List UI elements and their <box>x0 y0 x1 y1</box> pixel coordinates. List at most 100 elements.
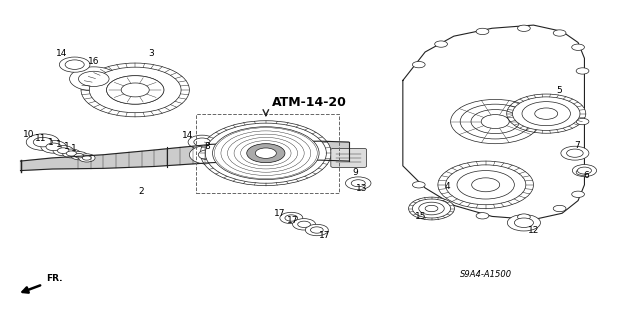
Text: 9: 9 <box>352 168 358 177</box>
Circle shape <box>566 149 583 157</box>
Circle shape <box>351 180 365 187</box>
Circle shape <box>535 108 557 119</box>
Circle shape <box>255 148 276 159</box>
Circle shape <box>561 146 589 160</box>
Circle shape <box>412 62 425 68</box>
Circle shape <box>53 145 74 156</box>
Circle shape <box>572 165 596 177</box>
Circle shape <box>292 219 316 230</box>
Circle shape <box>553 30 566 36</box>
Circle shape <box>70 67 118 91</box>
Circle shape <box>200 121 332 186</box>
Text: 13: 13 <box>356 184 367 193</box>
Circle shape <box>522 102 570 126</box>
Circle shape <box>472 178 500 192</box>
Circle shape <box>121 83 149 97</box>
Circle shape <box>476 213 489 219</box>
Circle shape <box>79 154 95 162</box>
Circle shape <box>58 148 69 153</box>
Text: 1: 1 <box>56 140 61 149</box>
Text: 3: 3 <box>148 49 154 58</box>
Circle shape <box>408 197 454 220</box>
Circle shape <box>194 138 211 146</box>
Circle shape <box>198 150 219 160</box>
Text: 15: 15 <box>415 212 426 221</box>
Text: 6: 6 <box>584 171 589 180</box>
Circle shape <box>419 202 444 215</box>
Circle shape <box>412 182 425 188</box>
Circle shape <box>79 71 109 86</box>
Circle shape <box>576 118 589 125</box>
Text: 4: 4 <box>445 182 451 191</box>
Text: 10: 10 <box>23 130 35 139</box>
Circle shape <box>457 171 515 199</box>
Circle shape <box>435 201 447 207</box>
Text: 16: 16 <box>88 57 100 66</box>
Circle shape <box>81 63 189 117</box>
Circle shape <box>106 76 164 104</box>
Text: 17: 17 <box>274 209 285 219</box>
Circle shape <box>26 134 60 150</box>
Circle shape <box>280 212 303 224</box>
Circle shape <box>310 227 323 233</box>
Circle shape <box>553 205 566 212</box>
Text: 14: 14 <box>182 131 194 140</box>
Circle shape <box>285 215 298 221</box>
Circle shape <box>305 224 328 236</box>
Circle shape <box>577 167 591 174</box>
Text: 5: 5 <box>556 86 562 95</box>
Text: 2: 2 <box>139 187 145 196</box>
Circle shape <box>188 135 216 149</box>
Circle shape <box>189 145 228 164</box>
Circle shape <box>513 97 580 130</box>
Text: 1: 1 <box>63 142 69 151</box>
Text: 11: 11 <box>35 134 47 144</box>
Circle shape <box>60 57 90 72</box>
Circle shape <box>346 177 371 189</box>
Circle shape <box>508 214 540 231</box>
Text: 1: 1 <box>48 137 54 147</box>
Circle shape <box>572 44 584 50</box>
Circle shape <box>576 68 589 74</box>
Circle shape <box>65 60 84 69</box>
Circle shape <box>515 218 534 227</box>
Polygon shape <box>20 141 349 171</box>
Circle shape <box>518 214 531 220</box>
Circle shape <box>33 137 52 147</box>
Text: 12: 12 <box>528 226 539 235</box>
Circle shape <box>246 144 285 163</box>
Circle shape <box>425 205 438 212</box>
Circle shape <box>46 143 61 151</box>
Text: 1: 1 <box>71 144 77 153</box>
Circle shape <box>205 123 326 183</box>
Text: 7: 7 <box>574 141 580 150</box>
Circle shape <box>75 153 84 158</box>
Text: FR.: FR. <box>46 274 63 283</box>
Circle shape <box>63 149 81 158</box>
Circle shape <box>212 127 319 180</box>
Circle shape <box>476 28 489 34</box>
Circle shape <box>438 161 534 209</box>
Circle shape <box>67 151 77 156</box>
Circle shape <box>435 41 447 47</box>
Circle shape <box>71 152 88 160</box>
Text: ATM-14-20: ATM-14-20 <box>272 96 347 109</box>
Circle shape <box>445 165 526 205</box>
Circle shape <box>518 25 531 32</box>
Circle shape <box>412 199 451 218</box>
Circle shape <box>298 221 310 227</box>
Circle shape <box>90 67 181 113</box>
Text: 17: 17 <box>287 216 298 225</box>
Text: 14: 14 <box>56 49 68 58</box>
Circle shape <box>576 169 589 175</box>
Text: S9A4-A1500: S9A4-A1500 <box>460 271 512 279</box>
Text: 17: 17 <box>319 231 331 240</box>
Circle shape <box>507 94 586 133</box>
Circle shape <box>106 76 164 104</box>
Polygon shape <box>403 25 584 219</box>
Bar <box>196 114 339 193</box>
Circle shape <box>41 141 67 153</box>
Circle shape <box>572 191 584 197</box>
Circle shape <box>83 156 92 160</box>
Text: 8: 8 <box>204 142 210 151</box>
